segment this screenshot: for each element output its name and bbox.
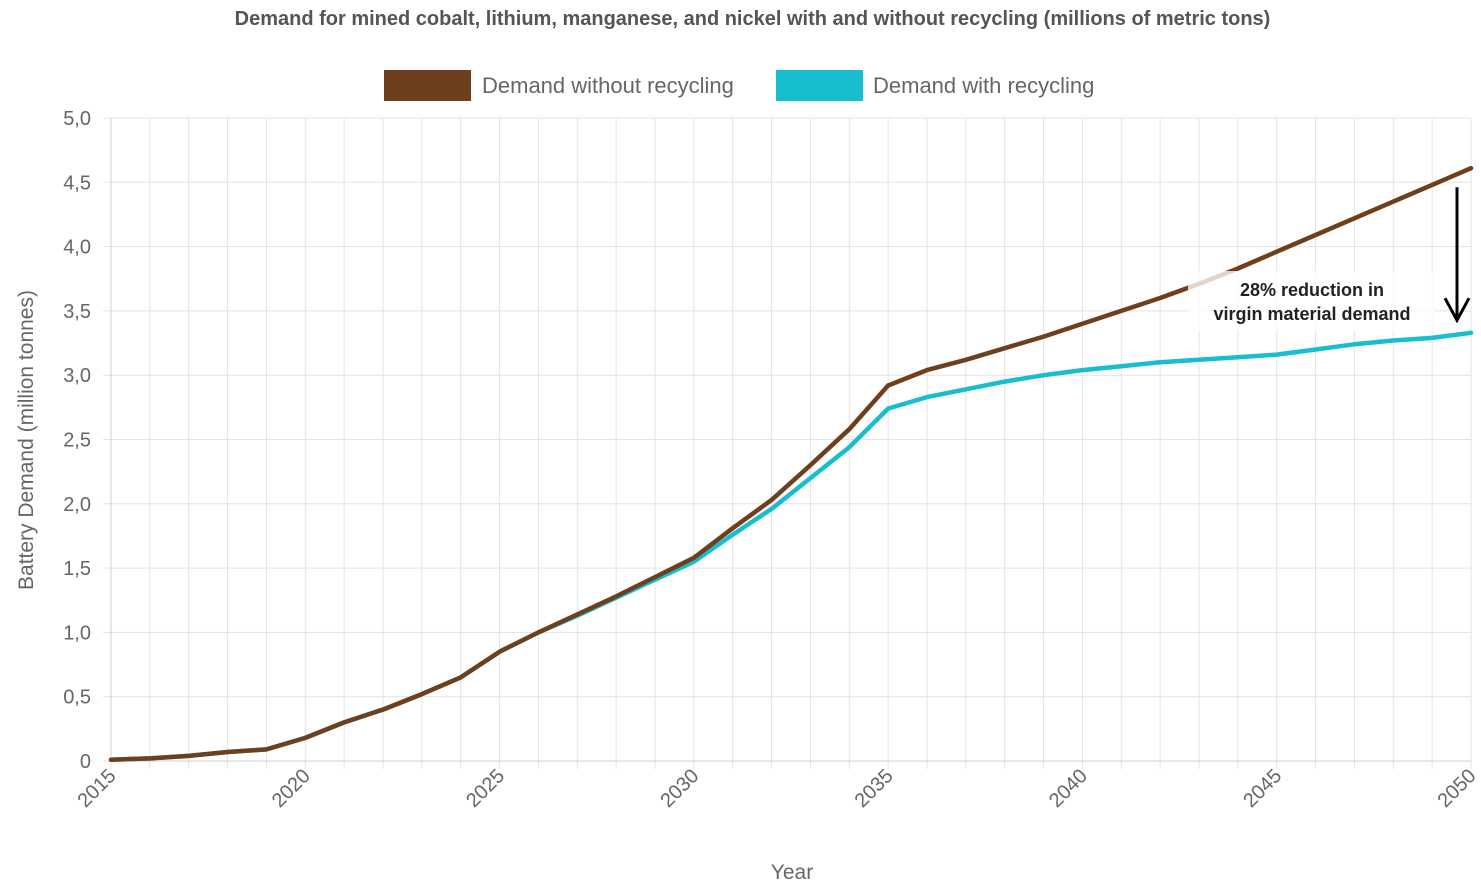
y-tick-label: 3,0 [63, 365, 91, 387]
x-tick-label: 2035 [851, 765, 898, 812]
legend-swatch-0[interactable] [384, 70, 471, 101]
x-tick-label: 2040 [1045, 765, 1092, 812]
legend-label-1[interactable]: Demand with recycling [873, 73, 1094, 98]
y-tick-labels: 0 0,5 1,0 1,5 2,0 2,5 3,0 3,5 4,0 4,5 5,0 [63, 108, 91, 773]
x-tick-label: 2025 [462, 765, 509, 812]
y-tick-label: 1,0 [63, 622, 91, 644]
y-tick-label: 3,5 [63, 301, 91, 323]
y-tick-label: 2,0 [63, 494, 91, 516]
annotation-text: 28% reduction in [1240, 280, 1384, 300]
series-layer [108, 165, 1474, 762]
annotation-box [1188, 271, 1434, 331]
series-line-1[interactable] [108, 330, 1474, 762]
y-tick-label: 0 [80, 751, 91, 773]
y-axis-label: Battery Demand (million tonnes) [15, 290, 38, 590]
y-tick-label: 0,5 [63, 687, 91, 709]
axes [110, 118, 1471, 762]
legend[interactable]: Demand without recycling Demand with recy… [384, 70, 1094, 101]
x-tick-label: 2030 [656, 765, 703, 812]
legend-label-0[interactable]: Demand without recycling [482, 73, 734, 98]
annotation: 28% reduction in virgin material demand [1188, 187, 1471, 331]
x-tick-label: 2045 [1239, 765, 1286, 812]
annotation-arrow-head [1443, 297, 1471, 324]
y-tick-label: 4,0 [63, 237, 91, 259]
y-tick-label: 1,5 [63, 558, 91, 580]
x-tick-label: 2020 [268, 765, 315, 812]
x-tick-label: 2050 [1434, 765, 1481, 812]
y-tick-label: 2,5 [63, 430, 91, 452]
annotation-text: virgin material demand [1213, 304, 1410, 324]
y-tick-label: 5,0 [63, 108, 91, 130]
grid [103, 117, 1472, 769]
x-axis-label: Year [771, 861, 813, 882]
x-tick-labels: 2015 2020 2025 2030 2035 2040 2045 2050 [74, 765, 1481, 812]
series-line-0[interactable] [108, 165, 1474, 762]
chart-title: Demand for mined cobalt, lithium, mangan… [234, 8, 1271, 30]
legend-swatch-1[interactable] [776, 70, 863, 101]
y-tick-label: 4,5 [63, 172, 91, 194]
